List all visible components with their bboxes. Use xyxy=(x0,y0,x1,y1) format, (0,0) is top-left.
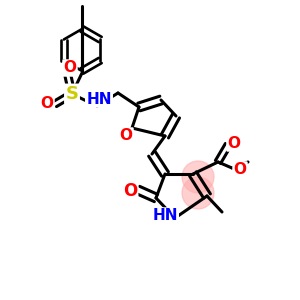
Text: O: O xyxy=(40,97,53,112)
Text: O: O xyxy=(123,182,137,200)
Text: O: O xyxy=(227,136,241,151)
Text: O: O xyxy=(64,61,76,76)
Circle shape xyxy=(182,161,214,193)
Text: HN: HN xyxy=(86,92,112,106)
Text: HN: HN xyxy=(152,208,178,224)
Text: O: O xyxy=(119,128,133,143)
Circle shape xyxy=(182,177,214,209)
Text: S: S xyxy=(65,85,79,103)
Text: O: O xyxy=(233,163,247,178)
